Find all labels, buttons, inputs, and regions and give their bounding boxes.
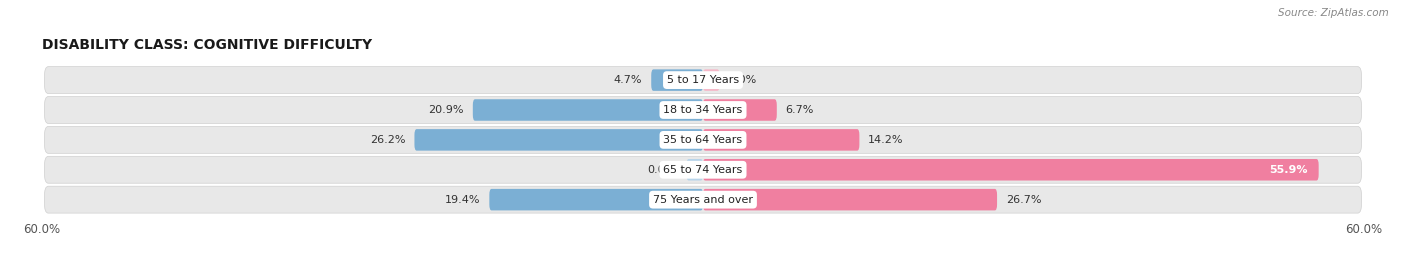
Text: 55.9%: 55.9% xyxy=(1270,165,1308,175)
Text: Source: ZipAtlas.com: Source: ZipAtlas.com xyxy=(1278,8,1389,18)
Text: 35 to 64 Years: 35 to 64 Years xyxy=(664,135,742,145)
FancyBboxPatch shape xyxy=(45,186,1361,213)
Text: 14.2%: 14.2% xyxy=(868,135,904,145)
FancyBboxPatch shape xyxy=(472,99,703,121)
Text: 0.0%: 0.0% xyxy=(728,75,756,85)
Text: 20.9%: 20.9% xyxy=(429,105,464,115)
FancyBboxPatch shape xyxy=(45,156,1361,183)
FancyBboxPatch shape xyxy=(703,159,1319,180)
Text: 65 to 74 Years: 65 to 74 Years xyxy=(664,165,742,175)
Text: 26.2%: 26.2% xyxy=(370,135,405,145)
Text: 6.7%: 6.7% xyxy=(786,105,814,115)
FancyBboxPatch shape xyxy=(651,69,703,91)
Text: 75 Years and over: 75 Years and over xyxy=(652,195,754,205)
Text: 4.7%: 4.7% xyxy=(614,75,643,85)
Text: 19.4%: 19.4% xyxy=(446,195,481,205)
Text: 18 to 34 Years: 18 to 34 Years xyxy=(664,105,742,115)
Text: 0.0%: 0.0% xyxy=(647,165,675,175)
FancyBboxPatch shape xyxy=(686,159,703,180)
FancyBboxPatch shape xyxy=(703,129,859,151)
Text: DISABILITY CLASS: COGNITIVE DIFFICULTY: DISABILITY CLASS: COGNITIVE DIFFICULTY xyxy=(42,38,373,52)
FancyBboxPatch shape xyxy=(45,97,1361,123)
FancyBboxPatch shape xyxy=(45,126,1361,153)
FancyBboxPatch shape xyxy=(489,189,703,210)
FancyBboxPatch shape xyxy=(415,129,703,151)
FancyBboxPatch shape xyxy=(703,69,720,91)
FancyBboxPatch shape xyxy=(703,99,776,121)
Text: 5 to 17 Years: 5 to 17 Years xyxy=(666,75,740,85)
Text: 26.7%: 26.7% xyxy=(1005,195,1042,205)
FancyBboxPatch shape xyxy=(703,189,997,210)
FancyBboxPatch shape xyxy=(45,67,1361,94)
